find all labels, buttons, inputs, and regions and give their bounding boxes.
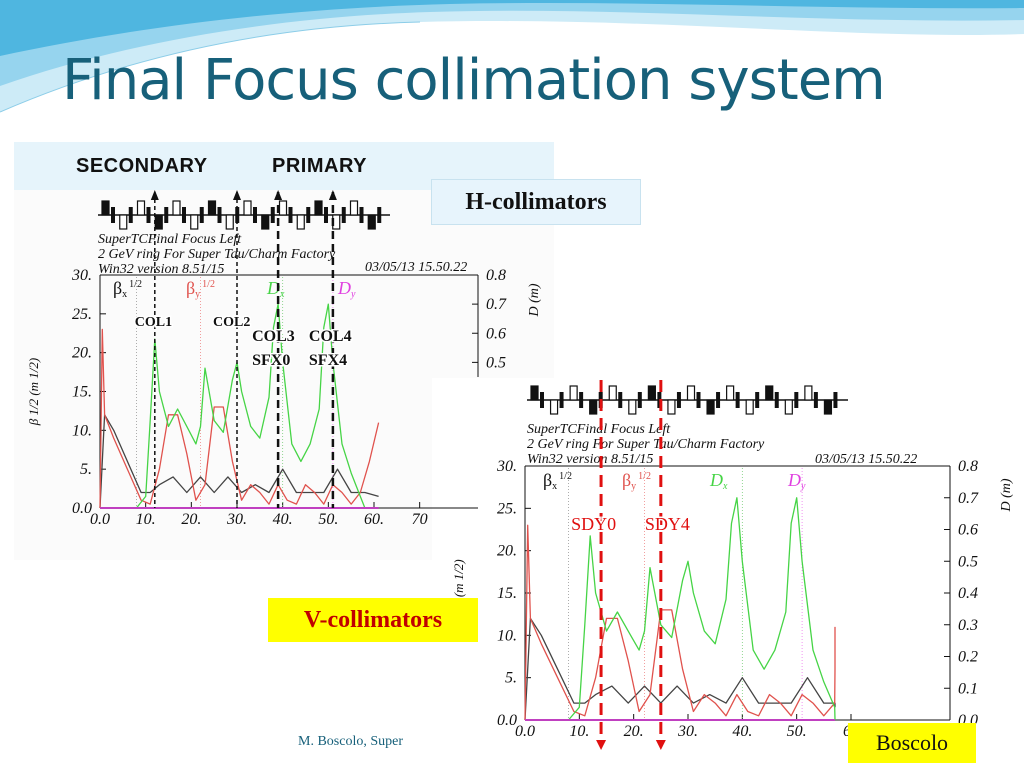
author-tag: Boscolo [848, 723, 976, 763]
footer-author: M. Boscolo, Super [298, 734, 403, 749]
secondary-label: SECONDARY [76, 155, 208, 177]
x-tick-label: 30. [677, 723, 698, 740]
sextupole-arrow [596, 740, 607, 750]
x-tick-label: 20. [624, 723, 644, 740]
header-wave-decoration [0, 0, 1024, 113]
h-collimators-tag: H-collimators [431, 179, 641, 225]
chart-2-panel [432, 378, 1024, 724]
v-collimators-tag: V-collimators [268, 598, 478, 642]
x-tick-label: 40. [732, 723, 752, 740]
primary-label: PRIMARY [272, 155, 367, 177]
slide-title: Final Focus collimation system [62, 48, 886, 113]
x-tick-label: 10. [569, 723, 589, 740]
sextupole-arrow [655, 740, 666, 750]
x-tick-label: 50. [787, 723, 807, 740]
x-tick-label: 0.0 [515, 723, 535, 740]
